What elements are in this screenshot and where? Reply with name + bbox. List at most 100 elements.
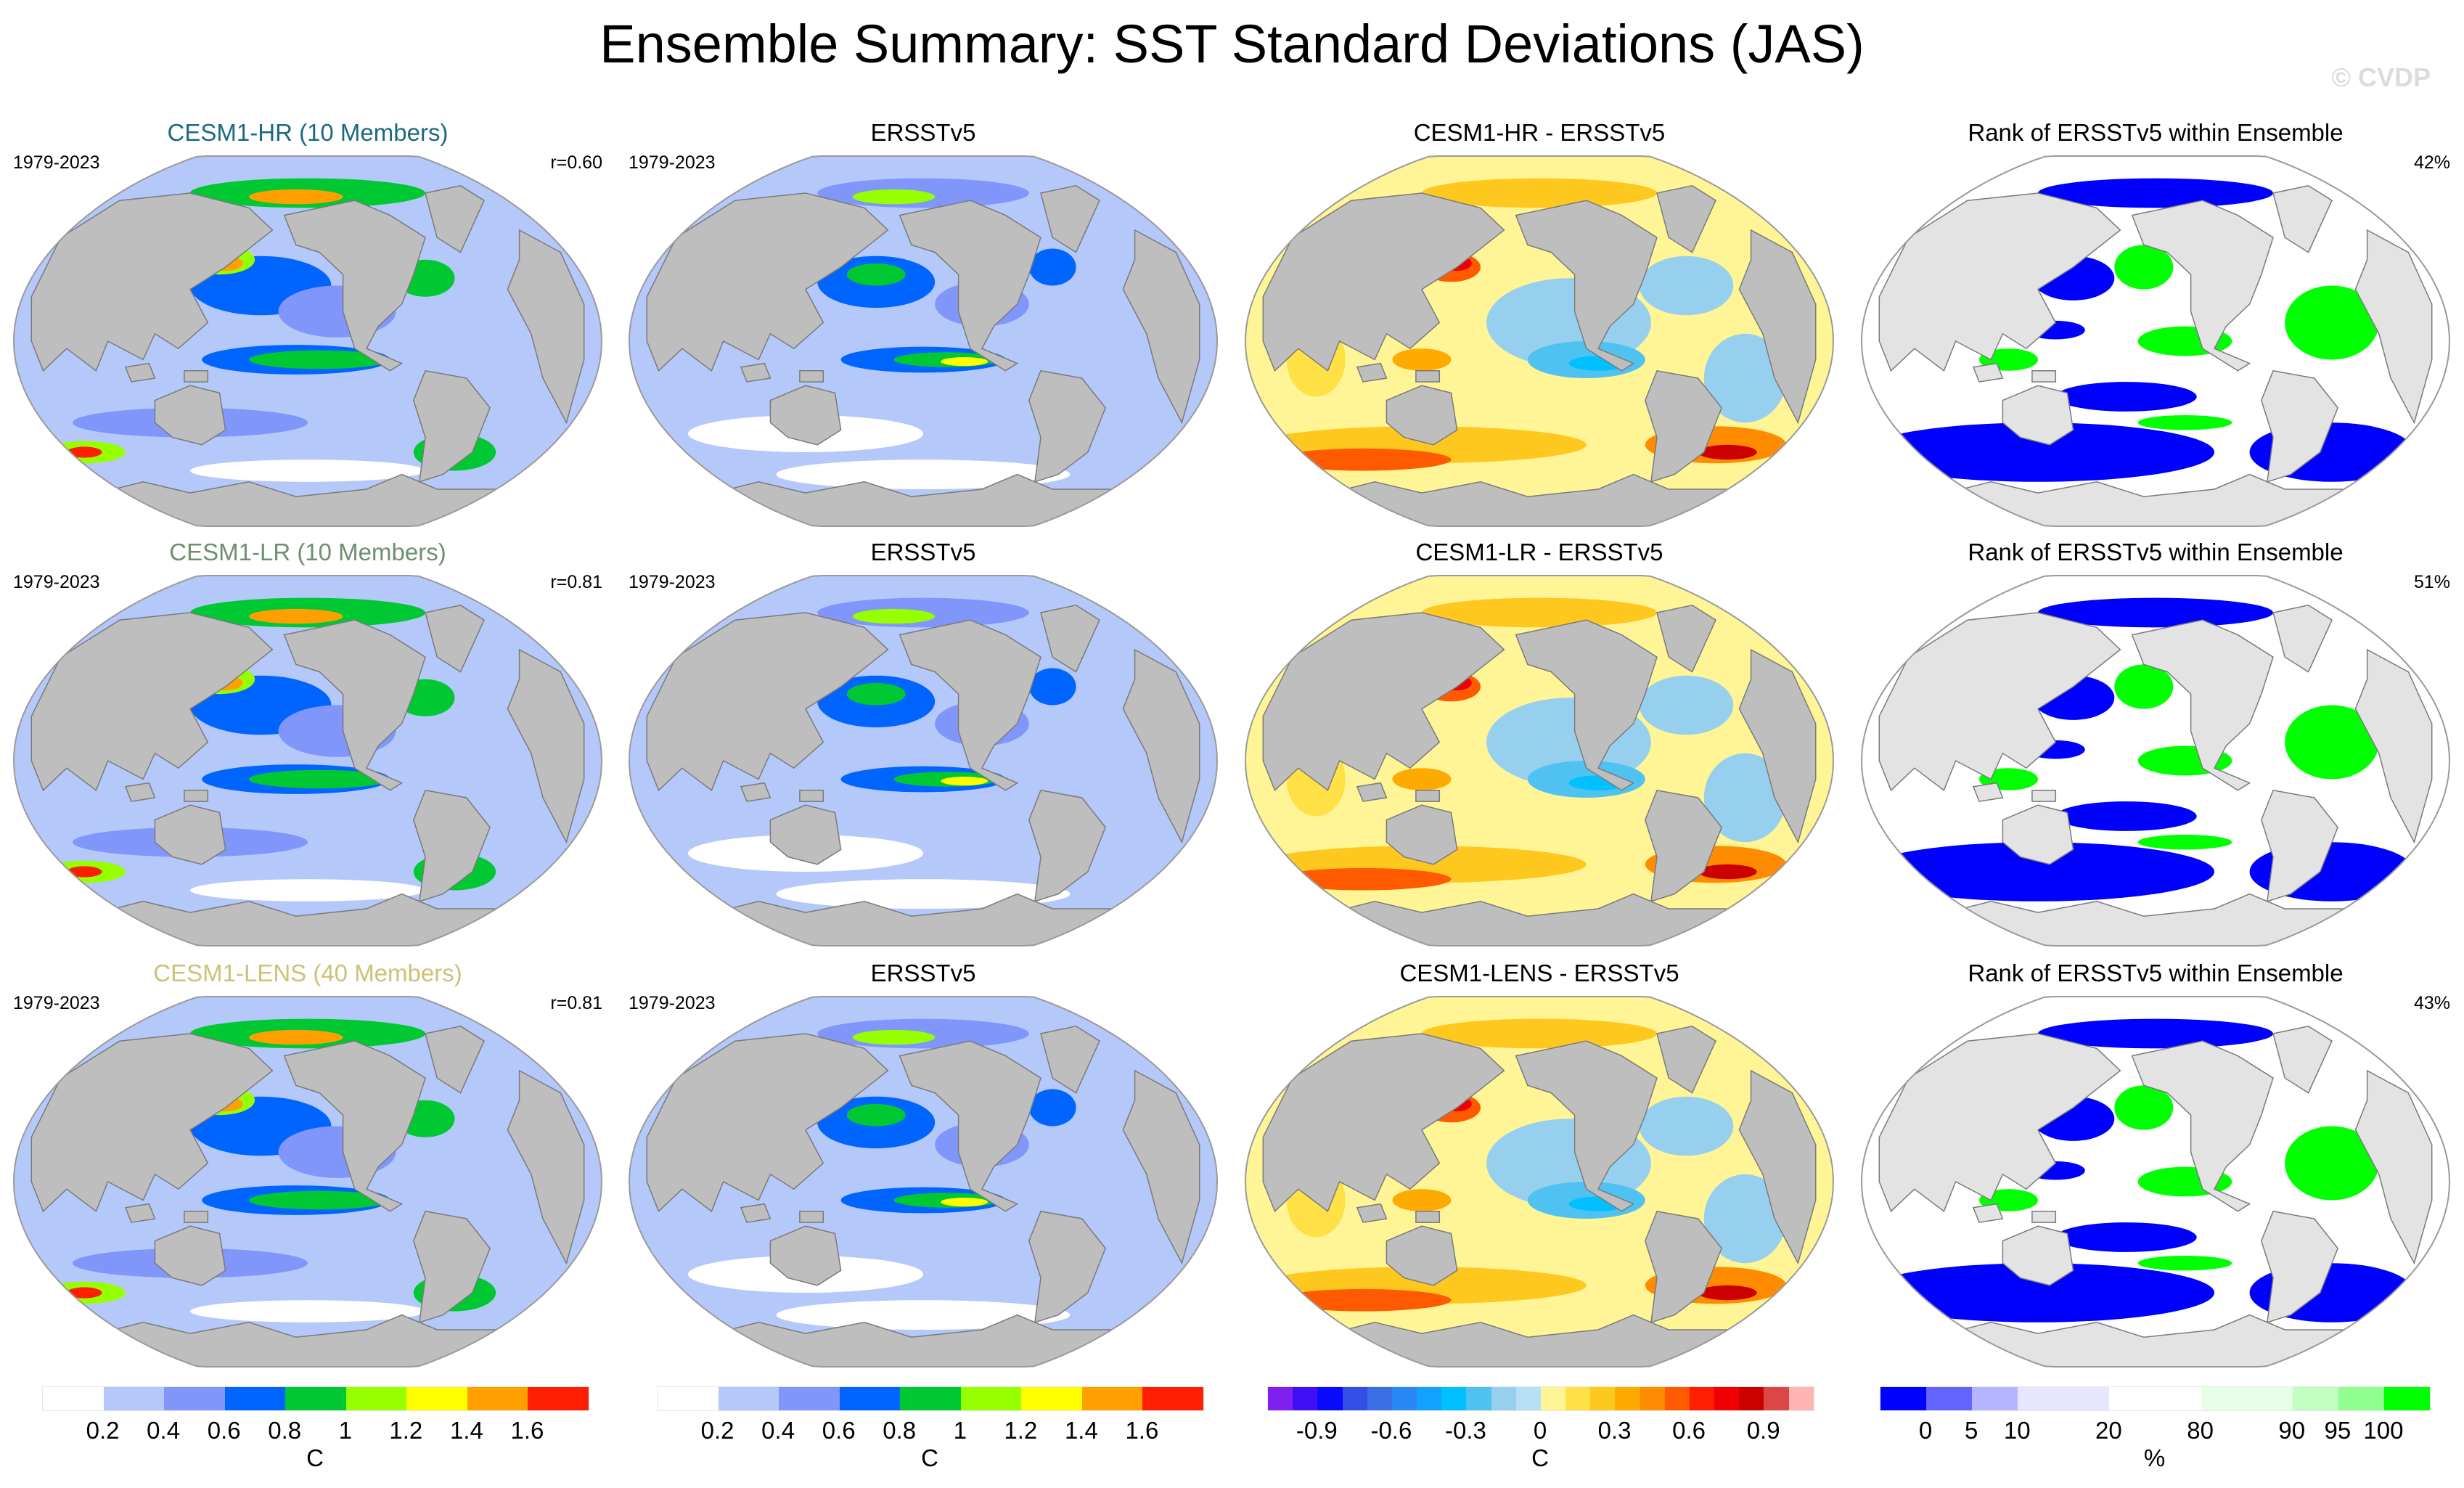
panel-title: ERSSTv5: [870, 119, 976, 146]
field-region: [66, 866, 102, 878]
land-mass: [1415, 790, 1441, 802]
field-region: [2055, 1222, 2197, 1252]
colorbar-swatch: [1764, 1387, 1789, 1410]
colorbar-swatch: [285, 1387, 346, 1410]
field-region: [249, 1190, 390, 1210]
field-region: [190, 1300, 425, 1323]
land-mass: [2261, 1210, 2338, 1323]
land-mass: [1028, 369, 1106, 483]
land-mass: [2031, 790, 2057, 802]
land-mass: [1878, 612, 2121, 792]
map-panel-sd: CESM1-LR (10 Members) 1979-2023 r=0.81: [0, 528, 615, 964]
land-mass: [413, 1210, 491, 1323]
land-mass: [425, 185, 485, 253]
land-mass: [30, 192, 274, 372]
map-panel-sd: CESM1-HR (10 Members) 1979-2023 r=0.60: [0, 109, 615, 544]
map-panel-sd_obs: ERSSTv5 1979-2023: [615, 528, 1231, 964]
land-mass: [1972, 362, 2004, 383]
land-mass: [1515, 1040, 1658, 1212]
land-mass: [740, 1203, 771, 1223]
land-mass: [1515, 619, 1658, 791]
colorbar-tick-label: 0.8: [268, 1417, 302, 1444]
field-region: [1703, 753, 1787, 843]
field-region: [66, 446, 102, 458]
field-region: [1392, 768, 1452, 790]
land-mass: [1972, 1203, 2004, 1223]
field-region: [249, 189, 343, 205]
colorbar-tick-label: -0.6: [1370, 1417, 1412, 1444]
colorbar-swatch: [406, 1387, 467, 1410]
colorbar-swatch: [900, 1387, 961, 1410]
colorbar-swatch: [1565, 1387, 1591, 1410]
colorbar-swatch: [43, 1387, 104, 1410]
map-rank: [1860, 575, 2451, 947]
colorbar-swatch: [1466, 1387, 1491, 1410]
rank-percent-label: 51%: [2413, 572, 2450, 592]
land-mass: [646, 192, 889, 372]
field-region: [2114, 664, 2174, 709]
land-mass: [124, 782, 156, 802]
land-mass: [1656, 1026, 1716, 1094]
land-mass: [1122, 648, 1200, 844]
land-mass: [1645, 789, 1722, 902]
colorbar-swatch: [2383, 1387, 2430, 1410]
land-mass: [769, 804, 842, 865]
period-label: 1979-2023: [13, 993, 100, 1013]
land-mass: [1356, 1203, 1388, 1223]
colorbar-tick-label: -0.3: [1445, 1417, 1486, 1444]
land-mass: [1262, 1033, 1505, 1213]
colorbar-tick-label: 0.6: [1672, 1417, 1706, 1444]
colorbar-swatches: [657, 1386, 1204, 1411]
land-mass: [1386, 1225, 1458, 1286]
map-sd: [12, 155, 603, 527]
colorbar-tick-label: 0.6: [822, 1417, 856, 1444]
map-panel-rank: Rank of ERSSTv5 within Ensemble 43%: [1848, 949, 2463, 1385]
map-border: [1860, 996, 2451, 1368]
colorbar-sd-model: 0.2 0.4 0.6 0.8 1 1.2 1.4 1.6 C: [42, 1386, 589, 1488]
colorbar-swatch: [1590, 1387, 1616, 1410]
colorbar-swatch: [718, 1387, 779, 1410]
panel-title: CESM1-LR - ERSSTv5: [1415, 539, 1663, 565]
land-mass: [1878, 192, 2121, 372]
colorbar-swatch: [1739, 1387, 1764, 1410]
colorbar-unit-label: C: [1531, 1444, 1549, 1471]
land-mass: [646, 612, 889, 792]
field-region: [846, 263, 906, 286]
colorbar-tick-label: 0.4: [761, 1417, 795, 1444]
land-mass: [1122, 1069, 1200, 1265]
panel-title: CESM1-HR (10 Members): [167, 119, 449, 146]
land-mass: [30, 1033, 274, 1213]
period-label: 1979-2023: [629, 993, 716, 1013]
colorbar-tick-label: 0.4: [147, 1417, 181, 1444]
land-mass: [1028, 789, 1106, 902]
map-border: [1244, 155, 1835, 527]
colorbar-swatch: [1664, 1387, 1690, 1410]
colorbar-swatch: [1491, 1387, 1516, 1410]
colorbar-swatch: [164, 1387, 225, 1410]
colorbar-swatch: [103, 1387, 165, 1410]
cvdp-watermark: © CVDP: [2331, 62, 2431, 92]
period-label: 1979-2023: [629, 572, 716, 592]
land-mass: [1122, 229, 1200, 425]
pattern-correlation-label: r=0.81: [550, 572, 602, 592]
colorbar-tick-label: 0.3: [1597, 1417, 1632, 1444]
field-region: [1862, 1263, 2214, 1323]
panel-title: CESM1-HR - ERSSTv5: [1413, 119, 1666, 146]
land-mass: [1028, 1210, 1106, 1323]
land-mass: [799, 790, 824, 802]
land-mass: [1515, 200, 1658, 372]
pattern-correlation-label: r=0.60: [550, 152, 602, 173]
map-panel-diff: CESM1-HR - ERSSTv5: [1232, 109, 1847, 544]
field-region: [2038, 597, 2273, 628]
land-mass: [413, 789, 491, 902]
field-region: [1422, 1018, 1657, 1049]
map-border: [628, 996, 1219, 1368]
land-mass: [1645, 369, 1722, 483]
panel-title: CESM1-LR (10 Members): [169, 539, 446, 565]
period-label: 1979-2023: [13, 152, 100, 173]
field-region: [1422, 178, 1657, 208]
colorbar-swatch: [1142, 1387, 1203, 1410]
land-mass: [1386, 804, 1458, 865]
field-region: [190, 879, 425, 902]
field-region: [1698, 444, 1757, 460]
